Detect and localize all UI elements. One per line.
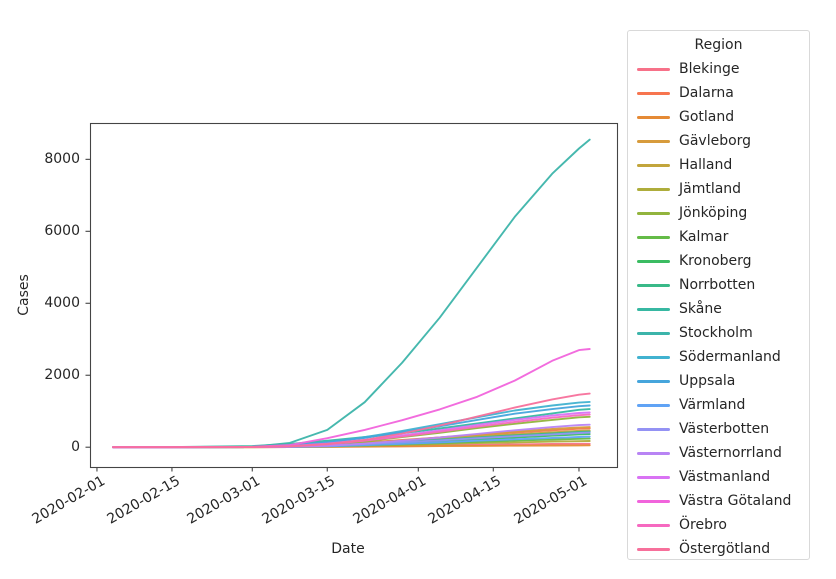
legend-item-Östergötland: Östergötland	[628, 537, 809, 561]
legend-swatch-icon	[637, 355, 670, 359]
legend-item-Gotland: Gotland	[628, 105, 809, 129]
legend-item-Blekinge: Blekinge	[628, 57, 809, 81]
legend-swatch-icon	[637, 115, 670, 119]
legend-swatch-icon	[637, 139, 670, 143]
y-tick-label: 0	[71, 439, 80, 456]
series-line-Stockholm	[112, 138, 591, 449]
legend-swatch-icon	[637, 427, 670, 431]
legend: Region Blekinge Dalarna Gotland Gävleborg Ha…	[627, 30, 810, 560]
legend-item-Stockholm: Stockholm	[628, 321, 809, 345]
legend-swatch-icon	[637, 403, 670, 407]
legend-item-label: Kalmar	[679, 229, 729, 245]
legend-item-label: Kronoberg	[679, 253, 752, 269]
legend-item-Värmland: Värmland	[628, 393, 809, 417]
y-tick-label: 8000	[44, 151, 80, 168]
legend-item-label: Värmland	[679, 397, 746, 413]
legend-item-Uppsala: Uppsala	[628, 369, 809, 393]
legend-item-label: Jönköping	[679, 205, 748, 221]
legend-swatch-icon	[637, 547, 670, 551]
legend-item-label: Örebro	[679, 517, 727, 533]
legend-swatch-icon	[637, 379, 670, 383]
legend-item-label: Östergötland	[679, 541, 771, 557]
legend-item-label: Gävleborg	[679, 133, 752, 149]
legend-item-Jönköping: Jönköping	[628, 201, 809, 225]
plot-spines	[89, 122, 619, 469]
legend-title: Region	[694, 37, 743, 53]
legend-item-label: Västerbotten	[679, 421, 770, 437]
legend-item-label: Västra Götaland	[679, 493, 792, 509]
legend-item-Västmanland: Västmanland	[628, 465, 809, 489]
legend-item-label: Dalarna	[679, 85, 734, 101]
legend-item-Dalarna: Dalarna	[628, 81, 809, 105]
legend-item-label: Södermanland	[679, 349, 781, 365]
legend-item-label: Västernorrland	[679, 445, 782, 461]
legend-swatch-icon	[637, 235, 670, 239]
legend-item-label: Uppsala	[679, 373, 736, 389]
y-tick-label: 4000	[44, 295, 80, 312]
legend-item-label: Blekinge	[679, 61, 740, 77]
legend-swatch-icon	[637, 259, 670, 263]
legend-swatch-icon	[637, 163, 670, 167]
legend-swatch-icon	[637, 499, 670, 503]
legend-swatch-icon	[637, 331, 670, 335]
legend-swatch-icon	[637, 451, 670, 455]
legend-item-label: Västmanland	[679, 469, 771, 485]
legend-item-Skåne: Skåne	[628, 297, 809, 321]
legend-item-label: Jämtland	[679, 181, 742, 197]
x-axis-label: Date	[331, 541, 365, 557]
legend-item-label: Gotland	[679, 109, 735, 125]
legend-item-Västra Götaland: Västra Götaland	[628, 489, 809, 513]
legend-item-Kronoberg: Kronoberg	[628, 249, 809, 273]
legend-item-Västernorrland: Västernorrland	[628, 441, 809, 465]
legend-swatch-icon	[637, 211, 670, 215]
legend-item-label: Stockholm	[679, 325, 753, 341]
series-line-Östergötland	[112, 392, 591, 449]
legend-item-label: Skåne	[679, 301, 722, 317]
legend-swatch-icon	[637, 307, 670, 311]
legend-item-label: Norrbotten	[679, 277, 756, 293]
legend-item-Norrbotten: Norrbotten	[628, 273, 809, 297]
legend-swatch-icon	[637, 283, 670, 287]
legend-swatch-icon	[637, 523, 670, 527]
legend-item-Västerbotten: Västerbotten	[628, 417, 809, 441]
y-tick-label: 6000	[44, 223, 80, 240]
legend-swatch-icon	[637, 67, 670, 71]
legend-item-Södermanland: Södermanland	[628, 345, 809, 369]
y-tick-label: 2000	[44, 367, 80, 384]
legend-item-label: Halland	[679, 157, 733, 173]
legend-swatch-icon	[637, 91, 670, 95]
legend-swatch-icon	[637, 475, 670, 479]
legend-swatch-icon	[637, 187, 670, 191]
legend-item-list: Blekinge Dalarna Gotland Gävleborg Halland Jä…	[628, 57, 809, 561]
legend-item-Kalmar: Kalmar	[628, 225, 809, 249]
legend-item-Gävleborg: Gävleborg	[628, 129, 809, 153]
legend-item-Örebro: Örebro	[628, 513, 809, 537]
legend-item-Halland: Halland	[628, 153, 809, 177]
legend-item-Jämtland: Jämtland	[628, 177, 809, 201]
